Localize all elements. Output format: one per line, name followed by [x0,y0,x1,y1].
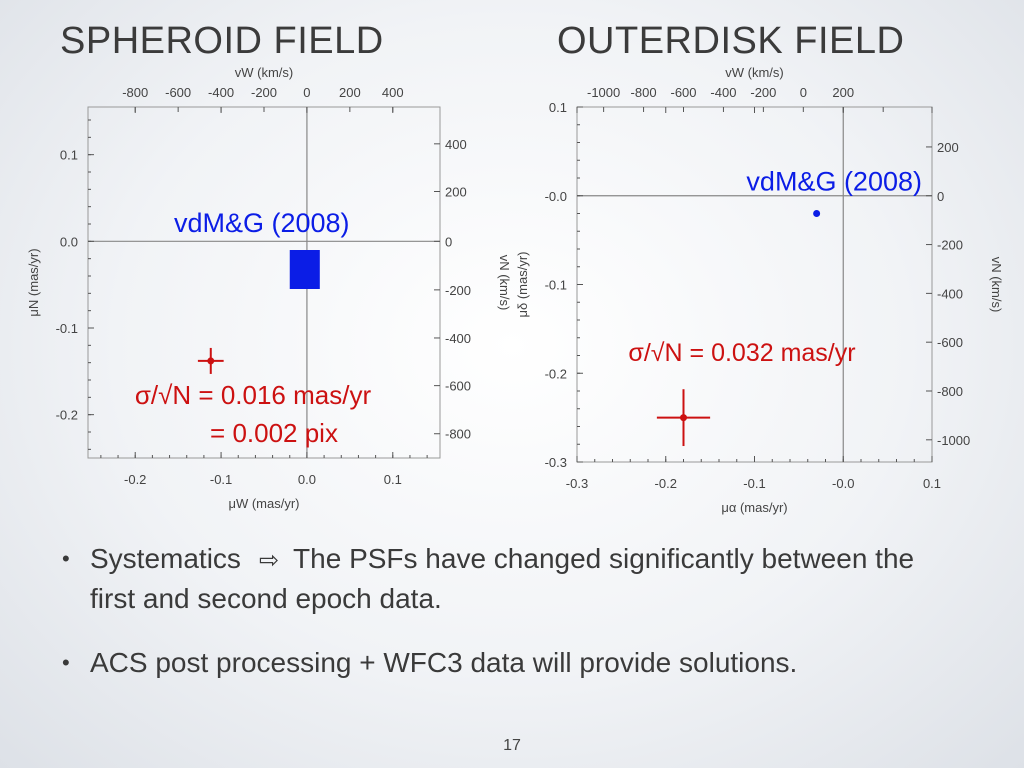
outerdisk-plot-frame [576,106,933,463]
spheroid-y-tick-label: 0.0 [60,234,78,249]
outerdisk-model-point [813,210,821,217]
spheroid-x-tick-label: -0.2 [124,472,146,487]
outerdisk-top-tick-label: 200 [832,85,854,100]
outerdisk-y-tick-label: -0.3 [545,455,567,470]
arrow-right-icon: ⇨ [258,547,280,574]
bullet-acs: • ACS post processing + WFC3 data will p… [62,644,962,682]
outerdisk-x-tick-label: -0.1 [743,476,765,491]
outerdisk-x-tick-label: -0.3 [566,476,588,491]
spheroid-model-label: vdM&G (2008) [174,208,350,238]
spheroid-top-axis-label: vW (km/s) [235,65,293,80]
bullet-label: Systematics [90,543,241,574]
outerdisk-right-tick-label: -400 [937,286,963,301]
spheroid-y-tick-label: -0.1 [56,321,78,336]
outerdisk-y-tick-label: -0.2 [545,366,567,381]
spheroid-right-tick-label: -800 [445,427,471,442]
outerdisk-right-tick-label: -600 [937,335,963,350]
outerdisk-right-tick-label: -1000 [937,433,970,448]
outerdisk-top-tick-label: 0 [800,85,807,100]
outerdisk-right-tick-label: 200 [937,140,959,155]
spheroid-data-point [207,357,215,365]
spheroid-y-tick-label: -0.2 [56,408,78,423]
bullet-text: The PSFs have changed significantly betw… [90,543,915,614]
spheroid-model-box [289,250,320,289]
outerdisk-right-tick-label: -200 [937,238,963,253]
spheroid-right-tick-label: -600 [445,379,471,394]
spheroid-top-tick-label: 200 [339,85,361,100]
outerdisk-y-tick-label: -0.0 [545,189,567,204]
outerdisk-x-tick-label: 0.1 [923,476,941,491]
outerdisk-right-tick-label: 0 [937,189,944,204]
bullet-dot: • [62,650,70,675]
spheroid-x-tick-label: -0.1 [210,472,232,487]
spheroid-x-tick-label: 0.1 [384,472,402,487]
outerdisk-annotation: σ/√N = 0.032 mas/yr [628,339,855,367]
spheroid-top-tick-label: -600 [165,85,191,100]
spheroid-top-tick-label: -400 [208,85,234,100]
spheroid-y-axis-label: μN (mas/yr) [26,248,41,316]
spheroid-right-tick-label: 0 [445,234,452,249]
outerdisk-right-axis-label: vN (km/s) [989,257,1004,313]
page-number: 17 [503,737,521,754]
outerdisk-top-tick-label: -800 [631,85,657,100]
outerdisk-right-tick-label: -800 [937,384,963,399]
spheroid-x-axis-label: μW (mas/yr) [228,496,299,511]
spheroid-right-tick-label: 200 [445,185,467,200]
bullet-systematics: • Systematics ⇨ The PSFs have changed sign… [62,540,962,618]
charts-svg: -0.2 -0.1 0.0 0.1 0.1 0.0 -0.1 -0.2 -800 -600 -400… [26,65,1004,515]
outerdisk-top-tick-label: -1000 [587,85,620,100]
outerdisk-data-point [680,414,687,422]
bullet-text: ACS post processing + WFC3 data will pro… [90,647,798,678]
spheroid-right-axis-label: vN (km/s) [497,255,512,311]
bullet-list: • Systematics ⇨ The PSFs have changed sign… [62,540,962,708]
spheroid-y-tick-label: 0.1 [60,148,78,163]
spheroid-annotation: σ/√N = 0.016 mas/yr [135,380,372,410]
outerdisk-x-tick-label: -0.0 [832,476,854,491]
spheroid-right-tick-label: 400 [445,137,467,152]
spheroid-x-tick-label: 0.0 [298,472,316,487]
outerdisk-y-tick-label: 0.1 [549,100,567,115]
outerdisk-y-tick-label: -0.1 [545,278,567,293]
outerdisk-y-axis-label: μδ (mas/yr) [515,252,530,318]
outerdisk-top-tick-label: -600 [670,85,696,100]
spheroid-top-tick-label: -800 [122,85,148,100]
outerdisk-x-axis-label: μα (mas/yr) [721,500,787,515]
spheroid-top-tick-label: -200 [251,85,277,100]
spheroid-top-tick-label: 0 [303,85,310,100]
outerdisk-top-tick-label: -200 [750,85,776,100]
outerdisk-top-axis-label: vW (km/s) [725,65,783,80]
spheroid-right-tick-label: -200 [445,283,471,298]
spheroid-annotation: = 0.002 pix [210,418,338,448]
title-outerdisk-field: OUTERDISK FIELD [557,20,905,62]
outerdisk-x-tick-label: -0.2 [655,476,677,491]
outerdisk-model-label: vdM&G (2008) [746,167,922,197]
bullet-dot: • [62,546,70,571]
outerdisk-top-tick-label: -400 [710,85,736,100]
title-spheroid-field: SPHEROID FIELD [60,20,384,62]
spheroid-right-tick-label: -400 [445,331,471,346]
spheroid-top-tick-label: 400 [382,85,404,100]
